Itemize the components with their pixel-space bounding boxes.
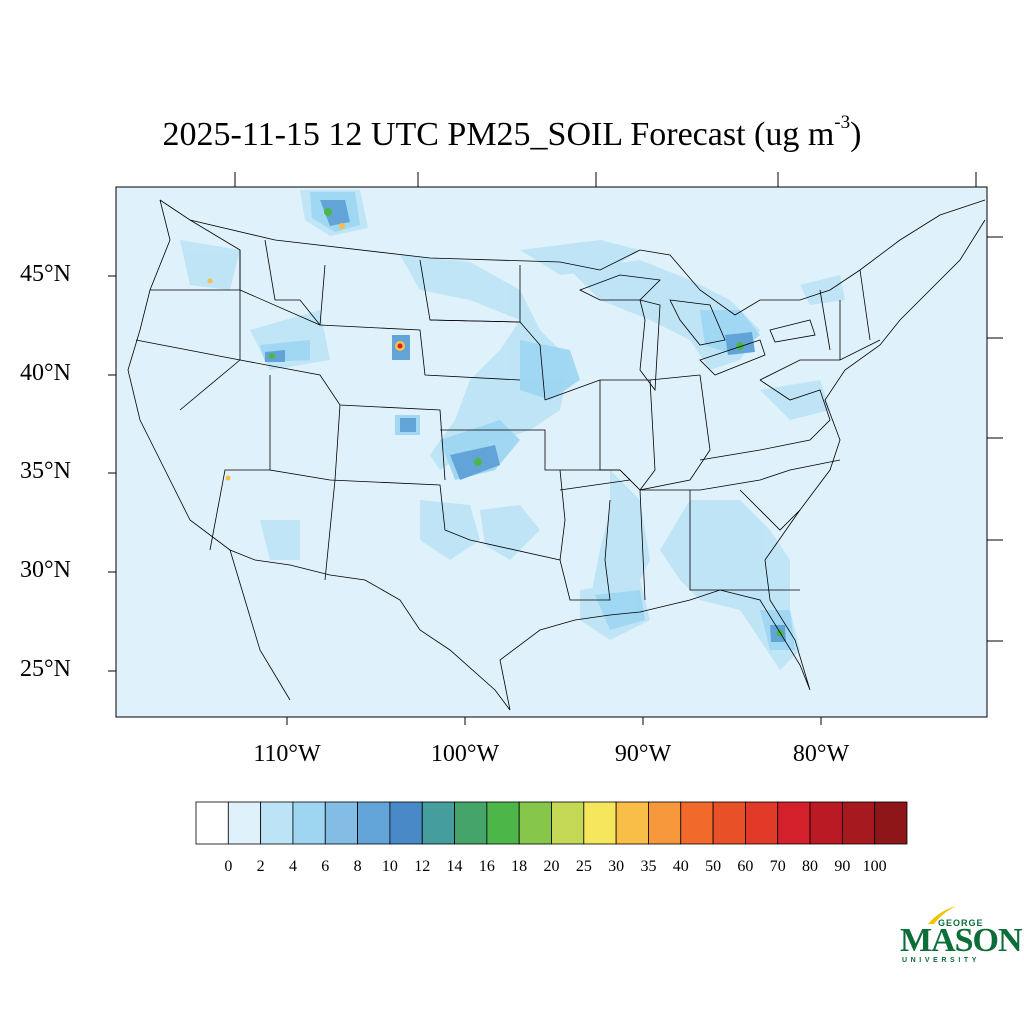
axis-ticks [108, 172, 1003, 725]
map-plot-area [115, 186, 988, 718]
colorbar-tick-label: 20 [543, 858, 560, 875]
colorbar-tick-label: 14 [446, 858, 463, 875]
lon-label-80w: 80°W [792, 741, 850, 767]
colorbar-swatch [777, 801, 811, 845]
colorbar-tick-label: 12 [414, 858, 431, 875]
colorbar-tick-label: 90 [834, 858, 851, 875]
colorbar-tick-label: 6 [321, 858, 330, 875]
colorbar-swatch [518, 801, 552, 845]
colorbar-tick-label: 4 [288, 858, 297, 875]
colorbar-swatch [615, 801, 649, 845]
colorbar-swatch [551, 801, 585, 845]
title-exponent: -3 [834, 112, 851, 133]
map-title: 2025-11-15 12 UTC PM25_SOIL Forecast (ug… [0, 112, 1024, 154]
colorbar-swatch [421, 801, 455, 845]
colorbar [195, 801, 908, 845]
colorbar-tick-label: 0 [224, 858, 233, 875]
colorbar-tick-label: 100 [862, 858, 887, 875]
title-text: 2025-11-15 12 UTC PM25_SOIL Forecast (ug… [162, 116, 835, 153]
colorbar-swatch [357, 801, 391, 845]
logo-mason: MASON [900, 922, 1023, 959]
colorbar-swatch [809, 801, 843, 845]
colorbar-tick-label: 30 [608, 858, 625, 875]
logo-swoosh-icon [928, 906, 956, 924]
colorbar-swatch [389, 801, 423, 845]
colorbar-swatch [841, 801, 876, 845]
colorbar-swatch [195, 801, 229, 845]
colorbar-swatch [745, 801, 779, 845]
colorbar-tick-label: 2 [256, 858, 265, 875]
colorbar-tick-label: 8 [353, 858, 362, 875]
lon-label-100w: 100°W [430, 741, 500, 767]
logo-university: UNIVERSITY [902, 957, 981, 964]
colorbar-swatch [874, 801, 908, 845]
colorbar-swatch [648, 801, 682, 845]
lat-label-25: 25°N [20, 656, 71, 682]
colorbar-tick-label: 18 [511, 858, 528, 875]
colorbar-swatch [454, 801, 488, 845]
colorbar-tick-label: 10 [381, 858, 398, 875]
colorbar-swatch [227, 801, 262, 845]
colorbar-swatch [324, 801, 358, 845]
lon-label-90w: 90°W [614, 741, 672, 767]
colorbar-swatch [486, 801, 520, 845]
colorbar-tick-label: 40 [672, 858, 689, 875]
colorbar-swatch [292, 801, 326, 845]
lat-label-45: 45°N [20, 261, 71, 287]
lat-label-30: 30°N [20, 557, 71, 583]
colorbar-swatch [680, 801, 714, 845]
colorbar-tick-label: 16 [478, 858, 495, 875]
lat-label-35: 35°N [20, 458, 71, 484]
gmu-logo: GEORGE MASON UNIVERSITY [898, 900, 1023, 970]
map-boundaries [127, 199, 986, 711]
title-close: ) [850, 116, 862, 153]
colorbar-swatch [712, 801, 746, 845]
colorbar-tick-label: 70 [769, 858, 786, 875]
colorbar-swatch [260, 801, 294, 845]
lon-label-110w: 110°W [253, 741, 321, 767]
colorbar-swatch [583, 801, 617, 845]
colorbar-tick-label: 50 [705, 858, 722, 875]
colorbar-tick-label: 35 [640, 858, 657, 875]
colorbar-tick-label: 60 [737, 858, 754, 875]
logo-george: GEORGE [938, 918, 984, 928]
colorbar-tick-label: 80 [802, 858, 819, 875]
colorbar-tick-label: 25 [575, 858, 592, 875]
lat-label-40: 40°N [20, 360, 71, 386]
